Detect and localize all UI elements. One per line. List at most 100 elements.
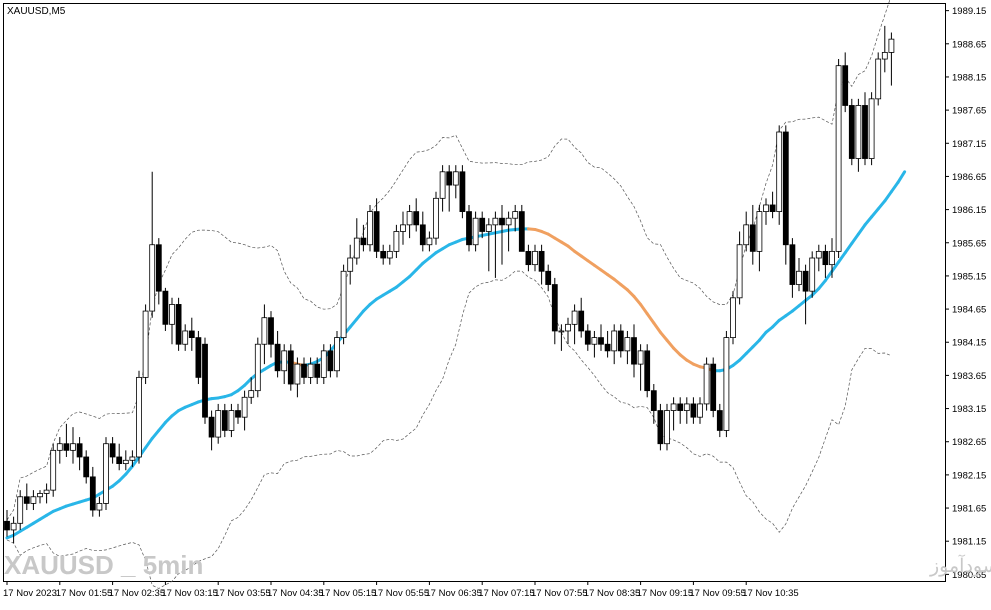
ma-segment xyxy=(348,317,359,329)
candle xyxy=(413,198,420,232)
candle xyxy=(281,344,288,385)
candle xyxy=(136,370,142,464)
ma-segment xyxy=(124,464,134,476)
candle xyxy=(142,304,149,385)
candle xyxy=(30,490,37,511)
candle xyxy=(743,211,750,252)
ma-segment xyxy=(810,287,821,297)
y-tick-label: 1987.65 xyxy=(952,106,986,117)
candle xyxy=(314,357,321,385)
candle xyxy=(875,52,882,106)
candle xyxy=(756,204,763,272)
ma-segment xyxy=(751,338,761,349)
y-tick-label: 1983.15 xyxy=(952,404,986,415)
y-tick-label: 1988.15 xyxy=(952,72,986,83)
candle xyxy=(254,337,261,398)
candle xyxy=(518,204,525,252)
candle xyxy=(802,264,809,325)
candle xyxy=(571,304,578,345)
y-tick-label: 1986.15 xyxy=(952,205,986,216)
candle xyxy=(776,125,783,225)
candle xyxy=(386,244,393,265)
ma-segment xyxy=(157,420,167,432)
candle xyxy=(749,204,756,265)
candle xyxy=(446,165,453,212)
candle xyxy=(796,258,802,292)
y-tick-label: 1983.65 xyxy=(952,371,986,382)
plot-area-border xyxy=(3,3,946,582)
candle xyxy=(848,98,855,166)
ma-segment xyxy=(744,345,755,356)
candle xyxy=(452,165,459,199)
candle xyxy=(70,427,76,464)
y-tick-label: 1987.15 xyxy=(952,139,986,150)
y-tick-label: 1981.15 xyxy=(952,537,986,548)
candle xyxy=(829,238,835,278)
candle xyxy=(479,211,486,239)
ma-segment xyxy=(896,170,907,184)
candle xyxy=(56,437,63,464)
candle xyxy=(459,165,466,219)
candle xyxy=(677,397,684,424)
y-tick-label: 1981.65 xyxy=(952,504,986,515)
candle xyxy=(763,198,769,225)
ma-segment xyxy=(738,352,748,362)
ma-segment xyxy=(361,302,372,313)
candle xyxy=(109,437,116,464)
candle xyxy=(116,443,123,471)
candle xyxy=(195,330,202,385)
candle xyxy=(433,191,439,245)
candle xyxy=(155,238,162,305)
candle xyxy=(419,211,426,252)
ma-segment xyxy=(757,330,768,342)
candle xyxy=(512,204,519,232)
ma-segment xyxy=(144,436,154,450)
ma-segment xyxy=(625,288,636,298)
candle xyxy=(789,238,796,298)
candle xyxy=(578,297,585,338)
y-tick-label: 1985.15 xyxy=(952,271,986,282)
ma-segment xyxy=(672,346,682,357)
ma-segment xyxy=(889,180,900,194)
candle xyxy=(644,344,651,398)
price-axis[interactable]: 1980.65 1981.15 1981.65 1982.15 1982.65 1983.… xyxy=(945,6,986,581)
candle xyxy=(17,490,24,530)
candle xyxy=(307,357,314,385)
candle xyxy=(406,204,413,239)
candle xyxy=(122,450,129,471)
candle xyxy=(730,291,736,345)
candle xyxy=(716,403,723,438)
candle xyxy=(294,357,301,398)
candle xyxy=(809,251,816,298)
moving-average xyxy=(5,170,907,540)
candle xyxy=(340,264,347,345)
ma-segment xyxy=(150,428,161,440)
candle xyxy=(149,171,156,318)
candle xyxy=(76,437,83,471)
x-tick-label: 17 Nov 08:35 xyxy=(584,588,641,599)
candle xyxy=(4,510,10,537)
ma-segment xyxy=(652,321,662,334)
y-tick-label: 1984.15 xyxy=(952,338,986,349)
ma-segment xyxy=(856,223,867,236)
candle xyxy=(347,244,354,285)
candle xyxy=(248,377,255,404)
candle xyxy=(690,397,697,424)
ma-segment xyxy=(883,190,893,203)
candle xyxy=(868,92,875,166)
candle xyxy=(228,403,235,438)
candle xyxy=(697,397,703,424)
y-tick-label: 1988.65 xyxy=(952,39,986,50)
candle xyxy=(235,403,241,424)
ma-segment xyxy=(408,268,418,279)
y-tick-label: 1986.65 xyxy=(952,172,986,183)
candle xyxy=(327,344,334,378)
candle xyxy=(485,218,492,272)
candles xyxy=(4,25,895,544)
ma-segment xyxy=(830,260,841,273)
candle xyxy=(584,324,591,351)
candle xyxy=(360,224,367,252)
